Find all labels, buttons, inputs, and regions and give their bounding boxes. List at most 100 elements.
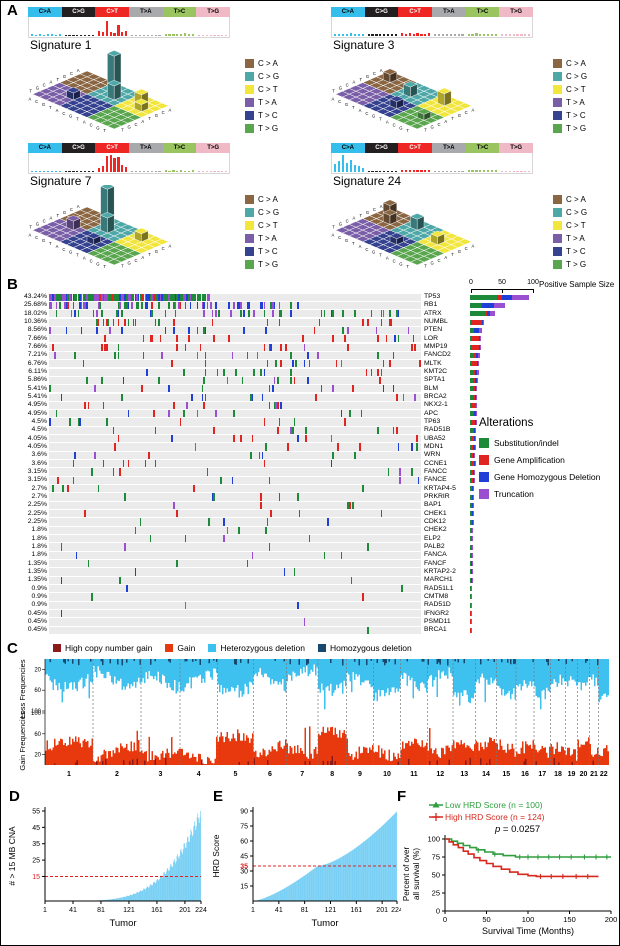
- legend-label: High copy number gain: [65, 643, 153, 653]
- panel-d-label: D: [9, 788, 20, 805]
- mutation-spectrum-strip: C>A C>G C>T T>A T>C T>G: [331, 143, 534, 174]
- spectrum-bar: [80, 171, 83, 172]
- base-letter: G: [63, 74, 66, 79]
- spectrum-bar: [68, 171, 71, 172]
- gene-percent: 3.15%: [27, 468, 47, 476]
- legend-item: C > T: [553, 83, 619, 96]
- tower-top: [437, 87, 452, 95]
- base-letter: C: [134, 258, 137, 263]
- spectrum-bar: [379, 33, 382, 36]
- legend-item: T > G: [245, 122, 317, 135]
- mutation-mark: [127, 318, 130, 326]
- legend-item: C > T: [553, 219, 619, 232]
- mutation-mark: [292, 360, 294, 368]
- mutation-mark: [258, 451, 261, 459]
- bar-segment: [470, 369, 474, 375]
- mutation-mark: [157, 376, 160, 385]
- gene-alteration-track: [49, 626, 421, 634]
- chromosome-label: 15: [502, 771, 510, 778]
- mutation-mark: [94, 385, 96, 393]
- mutation-mark: [131, 293, 133, 301]
- mutation-mark: [90, 468, 93, 476]
- y-tick-label: 25: [32, 857, 40, 864]
- spectrum-bar: [400, 33, 404, 36]
- y-axis-label: all survival (%): [412, 848, 421, 900]
- homozygous-deletion-area: [49, 659, 599, 666]
- bar-segment: [471, 536, 473, 542]
- oncoprint-row: 7.21% FANCD2: [3, 351, 619, 360]
- gene-percent: 8.56%: [27, 326, 47, 334]
- mutation-mark: [55, 410, 58, 418]
- mutation-mark: [176, 343, 179, 351]
- legend-swatch: [245, 208, 254, 217]
- bar-segment: [470, 436, 475, 442]
- bar-segment: [473, 386, 475, 392]
- gene-name: TP63: [424, 418, 441, 426]
- spectrum-bar: [201, 35, 204, 36]
- bar-segment: [472, 427, 474, 433]
- x-tick-label: 121: [325, 907, 337, 914]
- legend-item: T > A: [245, 232, 317, 245]
- oncoprint-row: 2.7% PRKRIR: [3, 493, 619, 501]
- mutation-mark: [121, 326, 123, 335]
- y-tick-label: 50: [432, 871, 440, 880]
- spectrum-bar: [508, 34, 511, 36]
- gene-name: RB1: [424, 301, 438, 309]
- base-letter: C: [90, 122, 93, 127]
- mutation-mark: [407, 326, 410, 335]
- positive-sample-bar: [470, 427, 477, 433]
- mutation-mark: [142, 293, 145, 301]
- spectrum-bar: [404, 170, 407, 172]
- chromosome-label: 22: [600, 771, 608, 778]
- base-letter: G: [96, 261, 99, 266]
- legend-swatch: [479, 454, 489, 465]
- gain-axis-tick: 100: [31, 711, 42, 717]
- spectrum-bar: [445, 33, 449, 36]
- panel-a-label: A: [7, 2, 18, 19]
- legend-item: Gain: [165, 643, 195, 653]
- spectrum-bar: [50, 34, 53, 36]
- mutation-mark: [380, 310, 383, 318]
- base-letter: T: [332, 224, 335, 229]
- mutation-mark: [238, 301, 241, 310]
- mutation-mark: [156, 293, 158, 301]
- base-letter: A: [353, 80, 356, 85]
- mutation-mark: [213, 493, 215, 501]
- bar-segment: [475, 427, 477, 433]
- base-letter: A: [359, 108, 362, 113]
- mutation-mark: [380, 510, 383, 518]
- legend-item: T > C: [553, 109, 619, 122]
- gene-name: CCNE1: [424, 459, 448, 467]
- mutation-mark: [228, 301, 230, 310]
- gene-name: SPTA1: [424, 376, 446, 384]
- mutation-mark: [74, 293, 76, 301]
- mutation-mark: [211, 310, 214, 318]
- base-letter: C: [62, 247, 65, 252]
- spectrum-bar: [500, 171, 504, 172]
- mutation-mark: [323, 551, 326, 559]
- legend-item: T > G: [553, 122, 619, 135]
- heterozygous-deletion-area: [45, 659, 609, 710]
- bar-segment: [471, 511, 473, 517]
- mutation-mark: [348, 501, 351, 509]
- base-letter: A: [56, 108, 59, 113]
- bar-segment: [478, 361, 480, 367]
- base-letter: C: [90, 258, 93, 263]
- mutation-mark: [84, 510, 86, 518]
- mutation-mark: [327, 518, 329, 526]
- bar-segment: [471, 361, 478, 367]
- mutation-mark: [292, 426, 294, 434]
- tower-top: [403, 81, 418, 88]
- spectrum-bar: [121, 32, 124, 36]
- spectrum-bar: [400, 169, 404, 172]
- mutation-mark: [240, 301, 242, 310]
- mutation-mark: [188, 293, 190, 301]
- bar-segment: [470, 311, 486, 317]
- mutation-mark: [117, 435, 120, 443]
- spectrum-bar: [72, 35, 75, 36]
- gene-percent: 0.45%: [27, 626, 47, 634]
- mutation-mark: [392, 385, 395, 393]
- spectrum-bar: [394, 34, 398, 36]
- mutation-mark: [109, 326, 111, 335]
- bar-segment: [471, 502, 473, 508]
